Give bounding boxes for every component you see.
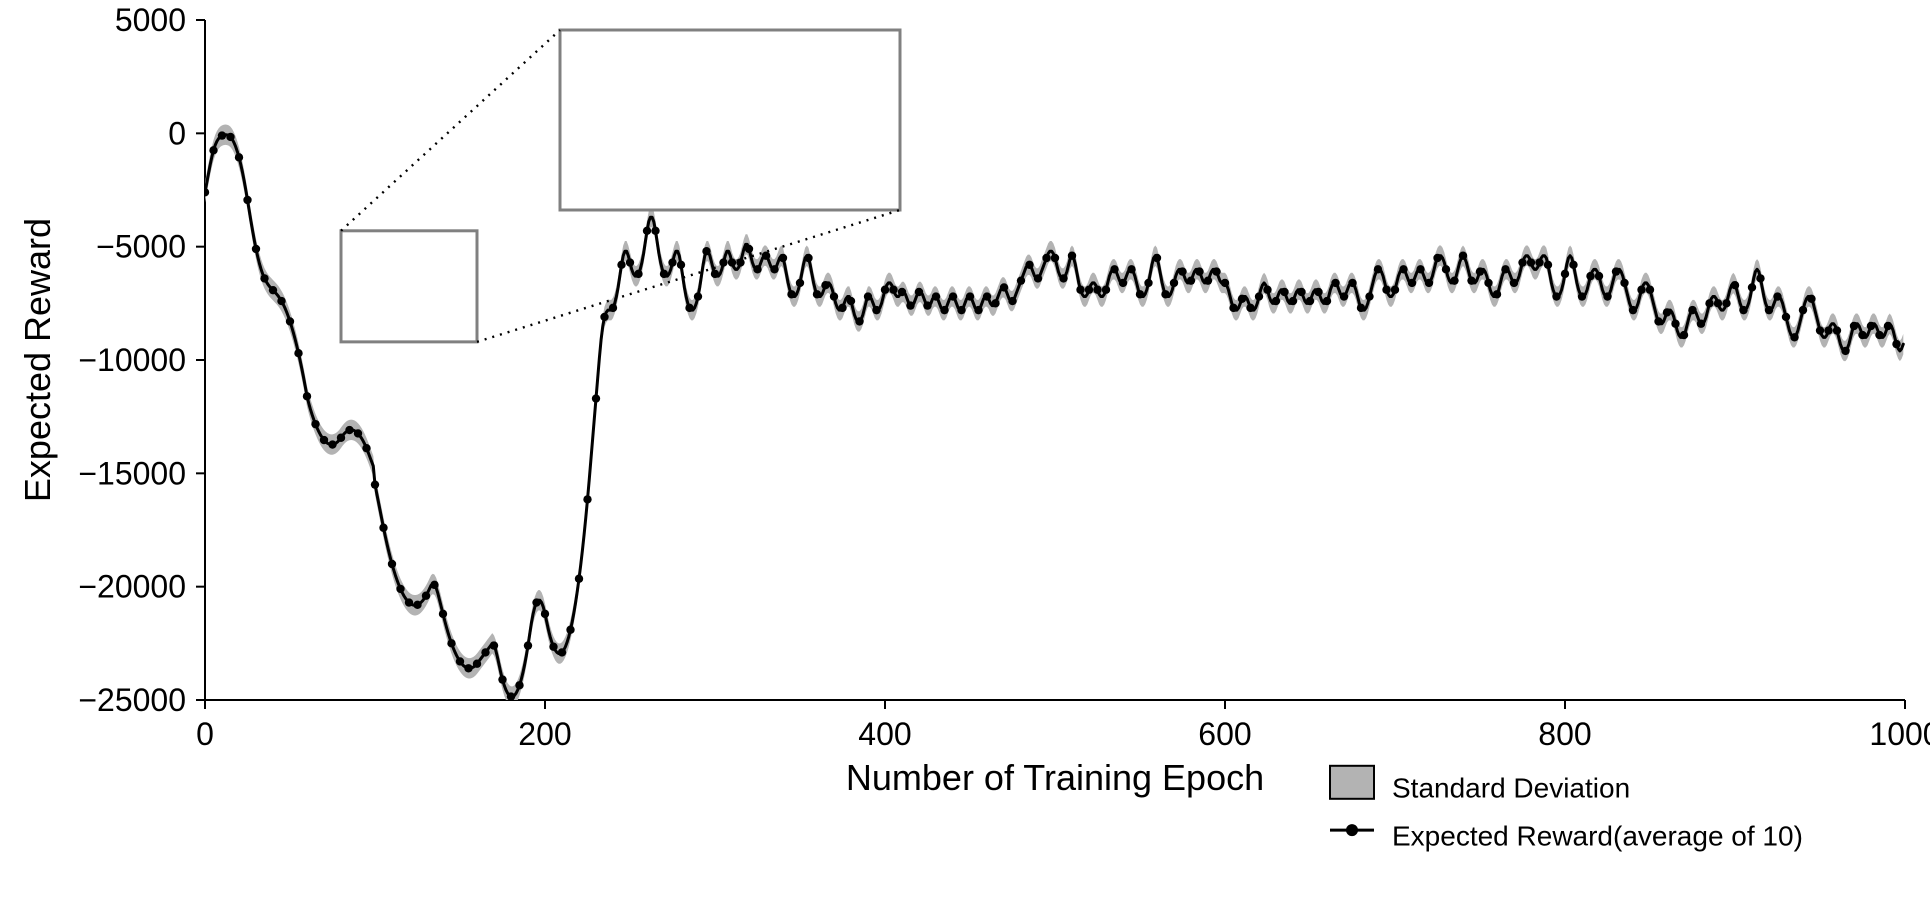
x-axis-label: Number of Training Epoch bbox=[846, 757, 1264, 798]
y-tick-label: −10000 bbox=[78, 342, 186, 378]
legend: Standard Deviation Expected Reward(averag… bbox=[1330, 766, 1803, 852]
chart-svg: 0 200 400 600 800 1000 −25000 −20000 −15000 −1000… bbox=[0, 0, 1930, 919]
inset-border bbox=[560, 30, 900, 210]
reward-line bbox=[205, 135, 1903, 697]
x-tick-label: 600 bbox=[1198, 716, 1251, 752]
inset-line bbox=[560, 353, 900, 739]
y-tick-label: −5000 bbox=[96, 229, 186, 265]
y-tick-label: 5000 bbox=[115, 2, 186, 38]
reward-std-band bbox=[205, 124, 1903, 706]
legend-item: Standard Deviation bbox=[1330, 766, 1630, 804]
y-tick-label: 0 bbox=[168, 115, 186, 151]
y-tick-label: −20000 bbox=[78, 569, 186, 605]
inset-markers bbox=[556, 348, 905, 743]
inset-band bbox=[560, 336, 900, 756]
zoom-connector bbox=[341, 30, 560, 231]
x-tick-label: 800 bbox=[1538, 716, 1591, 752]
x-tick-label: 200 bbox=[518, 716, 571, 752]
training-reward-chart: 0 200 400 600 800 1000 −25000 −20000 −15000 −1000… bbox=[0, 0, 1930, 919]
x-tick-label: 400 bbox=[858, 716, 911, 752]
legend-label: Expected Reward(average of 10) bbox=[1392, 820, 1803, 851]
zoom-connector bbox=[477, 210, 900, 342]
y-axis-label: Expected Reward bbox=[17, 218, 58, 502]
legend-item: Expected Reward(average of 10) bbox=[1330, 820, 1803, 851]
main-plot: 0 200 400 600 800 1000 −25000 −20000 −15000 −1000… bbox=[17, 2, 1930, 798]
zoom-source-box bbox=[341, 231, 477, 342]
reward-markers bbox=[201, 131, 1901, 700]
y-tick-label: −15000 bbox=[78, 455, 186, 491]
legend-label: Standard Deviation bbox=[1392, 772, 1630, 803]
x-tick-label: 0 bbox=[196, 716, 214, 752]
legend-marker-icon bbox=[1346, 824, 1358, 836]
x-tick-label: 1000 bbox=[1869, 716, 1930, 752]
inset-plot bbox=[556, 30, 905, 756]
legend-swatch-icon bbox=[1330, 766, 1374, 799]
y-tick-label: −25000 bbox=[78, 682, 186, 718]
